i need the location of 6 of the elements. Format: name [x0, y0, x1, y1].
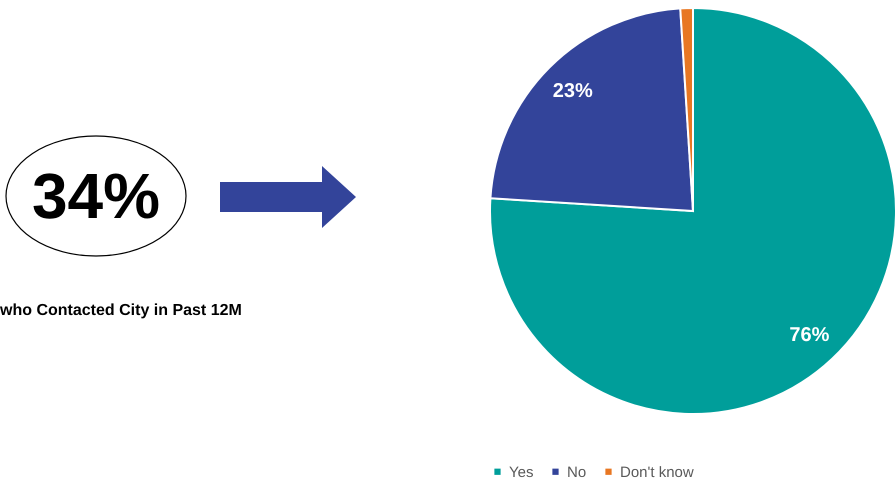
legend-label: Yes — [509, 464, 534, 481]
data-label: 23% — [552, 80, 594, 102]
legend-label: No — [567, 464, 586, 481]
legend-label: Don't know — [620, 464, 694, 481]
data-label: 76% — [789, 324, 830, 346]
text: who Contacted City in Past 12M — [0, 302, 242, 320]
